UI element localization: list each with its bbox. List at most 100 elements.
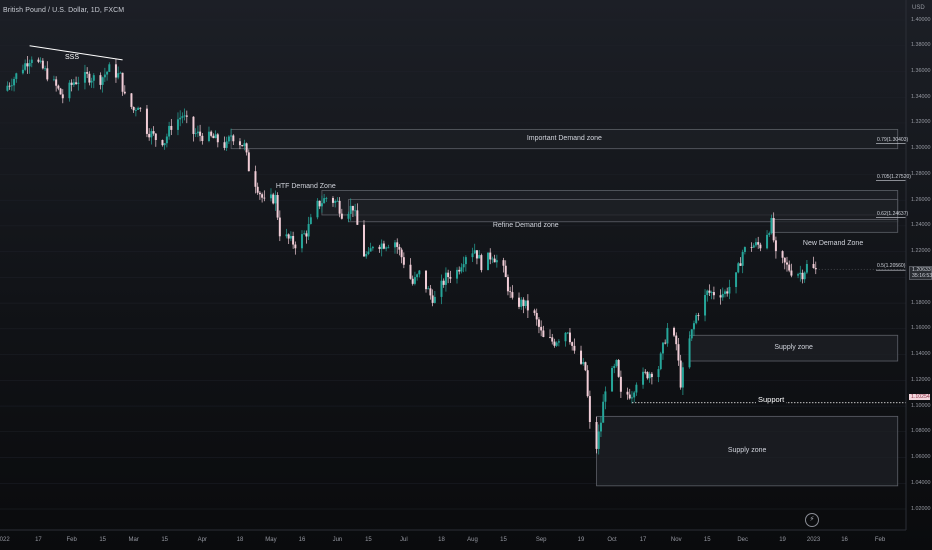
- price-tick-label: 1.10000: [911, 402, 931, 409]
- candle-body: [192, 116, 195, 134]
- candle-body: [506, 277, 509, 292]
- candle-body: [165, 136, 168, 144]
- candle-body: [225, 141, 228, 148]
- candle-body: [176, 119, 179, 130]
- price-tick-label: 1.14000: [911, 351, 931, 358]
- price-tick-label: 1.18000: [911, 299, 931, 306]
- candle-body: [57, 85, 60, 89]
- date-tick-label: 19: [577, 537, 585, 543]
- date-tick-label: Oct: [607, 537, 617, 543]
- candle-body: [757, 242, 760, 245]
- candle-body: [630, 397, 633, 399]
- price-tick-label: 1.16000: [911, 325, 931, 332]
- candle-body: [28, 62, 31, 67]
- candle-body: [413, 277, 416, 284]
- candle-body: [533, 310, 536, 313]
- candle-body: [6, 85, 9, 91]
- candle-body: [540, 326, 543, 331]
- candle-body: [803, 272, 806, 280]
- candle-body: [325, 198, 328, 199]
- candle-body: [489, 252, 492, 260]
- annotation-label: New Demand Zone: [802, 239, 864, 247]
- candle-body: [398, 246, 401, 250]
- candle-body: [812, 263, 815, 268]
- candle-body: [770, 217, 773, 234]
- candle-body: [520, 299, 523, 307]
- candle-body: [61, 94, 64, 99]
- candle-body: [77, 82, 80, 84]
- candle-body: [768, 233, 771, 235]
- candle-body: [212, 135, 215, 139]
- candle-body: [805, 263, 808, 273]
- candle-body: [303, 233, 306, 235]
- candle-body: [289, 235, 292, 239]
- price-tick-label: 1.04000: [911, 479, 931, 486]
- tradingview-logo-icon[interactable]: ⚡: [805, 513, 819, 527]
- date-tick-label: 18: [438, 537, 445, 543]
- symbol-title[interactable]: British Pound / U.S. Dollar, 1D, FXCM: [3, 7, 125, 14]
- candle-body: [238, 141, 241, 146]
- candle-body: [37, 59, 40, 62]
- candle-body: [90, 80, 93, 83]
- candle-body: [704, 295, 707, 316]
- candle-body: [385, 247, 388, 249]
- candle-body: [518, 297, 521, 307]
- date-tick-label: Dec: [737, 537, 749, 543]
- price-tick-label: 1.22000: [911, 248, 931, 255]
- candle-body: [604, 391, 607, 402]
- candle-body: [52, 79, 55, 81]
- candle-body: [440, 280, 443, 297]
- current-price-tag: 1.20633 35:16:53: [909, 266, 932, 280]
- candle-body: [681, 367, 684, 388]
- candle-body: [648, 373, 651, 379]
- price-axis[interactable]: [906, 0, 932, 530]
- candle-body: [269, 194, 272, 199]
- candle-body: [664, 342, 667, 344]
- candle-body: [232, 135, 235, 142]
- candle-body: [491, 258, 494, 260]
- date-tick-label: 15: [161, 537, 168, 543]
- candle-body: [351, 205, 354, 211]
- candle-body: [495, 260, 498, 263]
- candle-body: [123, 91, 126, 94]
- candle-body: [723, 291, 726, 294]
- candle-body: [278, 217, 281, 237]
- annotation-label: Refine Demand zone: [492, 221, 559, 229]
- candle-body: [509, 291, 512, 293]
- candle-body: [447, 272, 450, 278]
- sss-label: SSS: [65, 54, 80, 61]
- candle-body: [382, 243, 385, 249]
- currency-label[interactable]: USD: [912, 5, 925, 11]
- candle-body: [659, 353, 662, 370]
- candle-body: [726, 291, 729, 294]
- date-tick-label: 15: [99, 537, 106, 543]
- candle-body: [619, 376, 622, 392]
- candle-body: [584, 362, 587, 371]
- candle-body: [766, 234, 769, 249]
- candle-body: [566, 332, 569, 334]
- candle-body: [602, 401, 605, 423]
- date-tick-label: 2023: [806, 537, 821, 543]
- candle-body: [646, 372, 649, 379]
- candle-body: [737, 263, 740, 273]
- current-price-value: 1.20633: [912, 267, 931, 273]
- candle-body: [400, 249, 403, 258]
- candle-body: [788, 264, 791, 271]
- candle-body: [504, 265, 507, 278]
- candle-body: [334, 200, 337, 203]
- candle-body: [679, 360, 682, 388]
- candle-body: [88, 73, 91, 83]
- candle-body: [263, 197, 266, 199]
- price-tick-label: 1.24000: [911, 222, 931, 229]
- candle-body: [305, 233, 308, 237]
- demand-zone-box: [771, 219, 899, 233]
- candle-body: [580, 350, 583, 364]
- candle-body: [41, 60, 44, 69]
- candle-body: [101, 77, 104, 85]
- candle-body: [39, 60, 42, 62]
- candle-body: [378, 246, 381, 250]
- date-tick-label: 17: [35, 537, 42, 543]
- candle-body: [799, 272, 802, 275]
- candle-body: [168, 125, 171, 137]
